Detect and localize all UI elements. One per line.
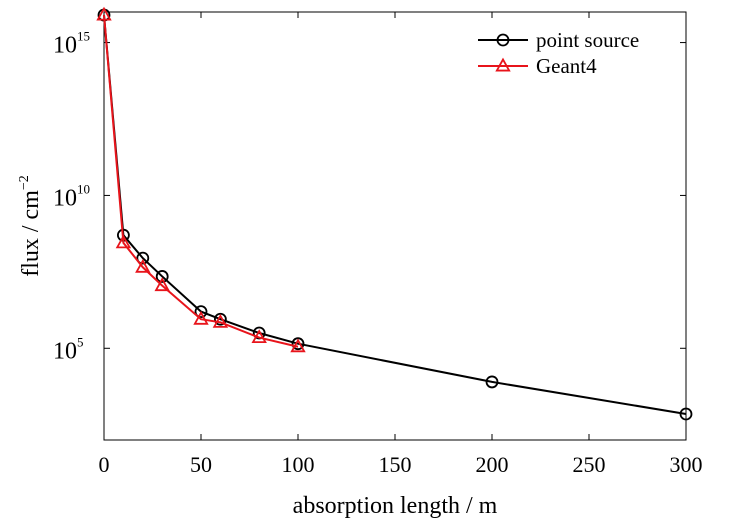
plot-area — [103, 11, 687, 441]
data-point — [115, 234, 132, 249]
series-layer — [96, 6, 693, 421]
x-tick-label: 200 — [476, 452, 509, 477]
y-tick-base: 10 — [53, 338, 77, 364]
x-tick-label: 300 — [670, 452, 703, 477]
data-point — [96, 6, 112, 21]
data-point — [485, 375, 499, 389]
y-tick-label: 1010 — [53, 181, 90, 211]
legend-item: Geant4 — [478, 54, 597, 78]
legend-label: Geant4 — [536, 54, 597, 78]
y-tick-exponent: 15 — [77, 29, 90, 44]
y-tick-base: 10 — [53, 185, 77, 211]
y-axis-label: flux / cm−2 — [17, 175, 44, 277]
x-tick-label: 100 — [282, 452, 315, 477]
y-tick-label: 1015 — [53, 29, 90, 59]
data-point — [290, 338, 306, 353]
data-point — [679, 407, 693, 421]
y-axis-label-text: flux / cm — [18, 190, 44, 277]
x-axis-label: absorption length / m — [293, 493, 498, 519]
data-point — [136, 251, 150, 265]
y-tick-base: 10 — [53, 33, 77, 59]
x-tick-label: 250 — [573, 452, 606, 477]
data-point — [154, 277, 170, 292]
y-tick-exponent: 10 — [77, 181, 90, 196]
legend-marker — [496, 33, 510, 47]
series-line — [103, 14, 687, 416]
series-geant4 — [96, 6, 306, 353]
data-point — [291, 337, 305, 351]
y-tick-exponent: 5 — [77, 334, 84, 349]
data-point — [135, 258, 151, 273]
legend-item: point source — [478, 28, 639, 52]
x-tick-label: 0 — [99, 452, 110, 477]
y-axis-label-superscript: −2 — [17, 175, 32, 190]
data-point — [212, 313, 229, 328]
data-point — [194, 305, 208, 319]
x-tick-label: 50 — [190, 452, 212, 477]
data-point — [213, 312, 227, 326]
x-tick-label: 150 — [379, 452, 412, 477]
legend-marker — [495, 57, 511, 72]
data-point — [251, 329, 267, 344]
data-point — [193, 310, 209, 325]
legend-label: point source — [536, 28, 639, 52]
data-point — [155, 270, 169, 283]
y-tick-label: 105 — [53, 334, 84, 364]
